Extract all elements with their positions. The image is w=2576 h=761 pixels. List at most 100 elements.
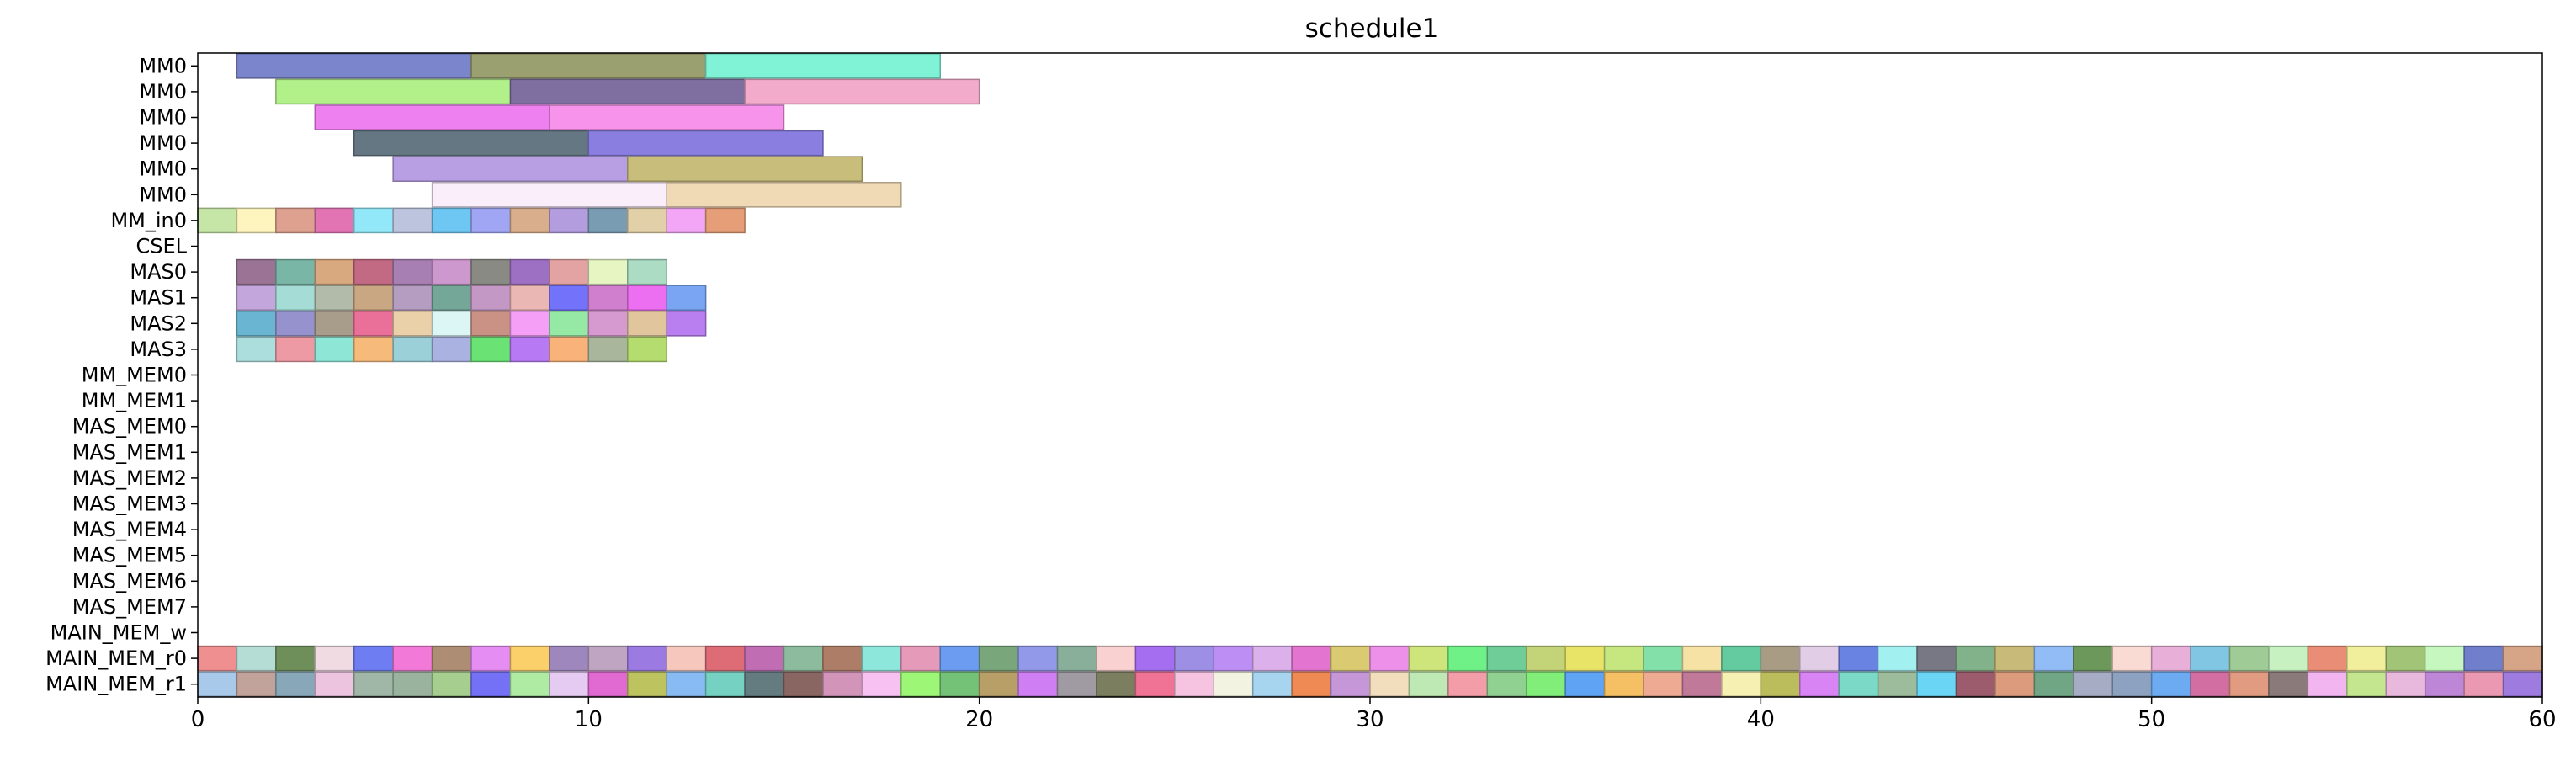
- gantt-bar: [744, 78, 980, 105]
- gantt-bar: [431, 182, 667, 208]
- gantt-bar: [431, 671, 472, 697]
- y-tick-label: MM0: [139, 157, 187, 181]
- gantt-bar: [1096, 645, 1137, 672]
- gantt-bar: [236, 311, 277, 337]
- gantt-bar: [509, 645, 550, 672]
- gantt-bar: [509, 78, 746, 105]
- gantt-bar: [314, 104, 550, 130]
- gantt-bar: [314, 645, 355, 672]
- gantt-bar: [861, 645, 902, 672]
- gantt-bar: [1799, 645, 1840, 672]
- gantt-bar: [666, 285, 707, 311]
- gantt-bar: [1330, 645, 1371, 672]
- gantt-bar: [2463, 645, 2504, 672]
- gantt-bar: [666, 311, 707, 337]
- gantt-bar: [1525, 671, 1566, 697]
- y-tick-label: MM0: [139, 131, 187, 155]
- gantt-bar: [509, 258, 550, 285]
- gantt-bar: [353, 671, 394, 697]
- gantt-bar: [1291, 671, 1332, 697]
- gantt-bar: [822, 645, 863, 672]
- gantt-bar: [275, 258, 316, 285]
- gantt-bar: [2073, 671, 2113, 697]
- gantt-bar: [744, 645, 785, 672]
- gantt-bar: [431, 285, 472, 311]
- gantt-bar: [509, 671, 550, 697]
- gantt-bar: [861, 671, 902, 697]
- gantt-bar: [666, 671, 707, 697]
- gantt-bar: [666, 645, 707, 672]
- gantt-bar: [1838, 671, 1879, 697]
- gantt-bar: [1251, 645, 1293, 672]
- gantt-bar: [744, 671, 785, 697]
- gantt-bar: [1564, 671, 1606, 697]
- gantt-bar: [549, 645, 590, 672]
- gantt-bar: [2268, 671, 2309, 697]
- gantt-bar: [1916, 671, 1957, 697]
- gantt-bar: [2073, 645, 2113, 672]
- y-tick-label: MAS3: [130, 338, 187, 361]
- gantt-bar: [2190, 645, 2231, 672]
- gantt-bar: [1760, 671, 1801, 697]
- gantt-bar: [509, 311, 550, 337]
- gantt-bar: [1213, 645, 1254, 672]
- gantt-bar: [470, 53, 707, 79]
- gantt-bar: [549, 285, 590, 311]
- gantt-bar: [627, 258, 667, 285]
- gantt-bar: [2033, 645, 2074, 672]
- gantt-bar: [704, 207, 746, 234]
- x-tick-label: 40: [1747, 707, 1775, 732]
- gantt-bar: [1877, 671, 1918, 697]
- gantt-bar: [1681, 645, 1723, 672]
- gantt-bar: [549, 104, 785, 130]
- gantt-bar: [470, 671, 512, 697]
- gantt-bar: [2150, 671, 2191, 697]
- gantt-bar: [2228, 671, 2270, 697]
- gantt-bar: [1213, 671, 1254, 697]
- gantt-bar: [1721, 645, 1762, 672]
- y-axis: MM0MM0MM0MM0MM0MM0MM_in0CSELMAS0MAS1MAS2…: [45, 54, 198, 696]
- gantt-bar: [900, 671, 941, 697]
- gantt-bar: [2385, 671, 2426, 697]
- y-tick-label: MM0: [139, 80, 187, 104]
- gantt-bar: [900, 645, 941, 672]
- y-tick-label: MAIN_MEM_r1: [45, 673, 187, 696]
- gantt-bar: [2502, 645, 2543, 672]
- gantt-bar: [1877, 645, 1918, 672]
- gantt-bar: [197, 671, 238, 697]
- gantt-bar: [314, 207, 355, 234]
- y-tick-label: MAS_MEM0: [72, 415, 187, 439]
- gantt-bar: [314, 285, 355, 311]
- gantt-bar: [587, 311, 629, 337]
- gantt-bar: [509, 207, 550, 234]
- gantt-bar: [1994, 671, 2036, 697]
- gantt-bar: [275, 645, 316, 672]
- gantt-bar: [509, 336, 550, 363]
- gantt-bar: [587, 336, 629, 363]
- gantt-bar: [627, 311, 667, 337]
- gantt-bar: [587, 258, 629, 285]
- gantt-bar: [549, 671, 590, 697]
- x-tick-label: 30: [1356, 707, 1384, 732]
- gantt-bar: [470, 285, 512, 311]
- gantt-bar: [822, 671, 863, 697]
- gantt-bar: [978, 645, 1019, 672]
- gantt-bar: [392, 258, 433, 285]
- gantt-bar: [470, 645, 512, 672]
- x-tick-label: 60: [2528, 707, 2556, 732]
- gantt-bar: [2150, 645, 2191, 672]
- gantt-bar: [1760, 645, 1801, 672]
- gantt-bar: [431, 336, 472, 363]
- gantt-bar: [1251, 671, 1293, 697]
- gantt-bar: [1134, 671, 1176, 697]
- gantt-bar: [1447, 671, 1489, 697]
- gantt-bar: [1056, 645, 1097, 672]
- gantt-bar: [275, 207, 316, 234]
- gantt-bar: [1955, 645, 1996, 672]
- gantt-bar: [509, 285, 550, 311]
- gantt-bar: [1174, 645, 1215, 672]
- gantt-bar: [1564, 645, 1606, 672]
- gantt-bar: [2424, 671, 2465, 697]
